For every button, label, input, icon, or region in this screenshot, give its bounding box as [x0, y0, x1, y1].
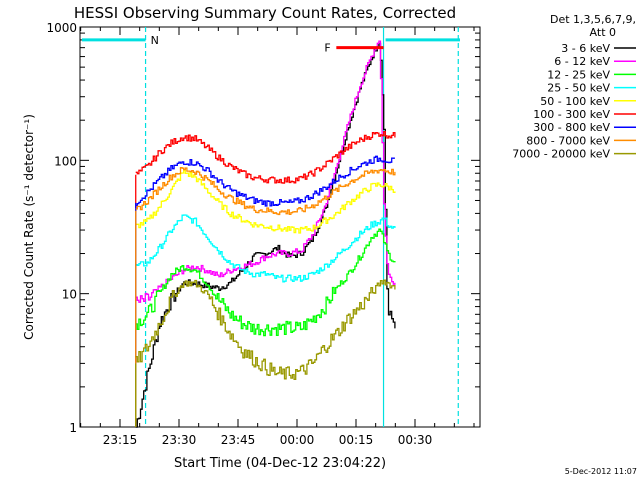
x-tick-labels: 23:15 23:30 23:45 00:00 00:15 00:30: [103, 433, 433, 447]
x-tick-label: 00:00: [280, 433, 315, 447]
series-line: [135, 166, 396, 216]
legend-header-line-1: Det 1,3,5,6,7,9,: [550, 13, 636, 26]
series-line: [135, 279, 396, 380]
date-stamp: 5-Dec-2012 11:07: [565, 467, 637, 476]
legend-header-line-2: Att 0: [590, 26, 616, 39]
y-tick-label: 1000: [46, 21, 77, 35]
flag-label: N: [151, 34, 159, 47]
x-axis-label: Start Time (04-Dec-12 23:04:22): [174, 456, 386, 471]
legend-label: 300 - 800 keV: [533, 121, 610, 134]
series-line: [135, 214, 396, 283]
flag-bars: NF: [82, 34, 460, 55]
legend-label: 6 - 12 keV: [554, 55, 610, 68]
x-tick-label: 00:15: [339, 433, 374, 447]
y-tick-label: 100: [54, 154, 77, 168]
series-line: [135, 155, 395, 207]
x-tick-label: 00:30: [398, 433, 433, 447]
axis-ticks: [80, 27, 480, 428]
legend-label: 100 - 300 keV: [533, 108, 610, 121]
legend-label: 800 - 7000 keV: [526, 134, 610, 147]
legend-label: 7000 - 20000 keV: [512, 148, 610, 161]
y-tick-label: 1: [69, 421, 77, 435]
legend-label: 3 - 6 keV: [561, 42, 610, 55]
time-markers: [144, 27, 459, 427]
series-line: [135, 130, 396, 184]
legend-label: 50 - 100 keV: [540, 95, 610, 108]
y-tick-label: 10: [62, 288, 77, 302]
series-lines: [135, 40, 396, 428]
legend-label: 12 - 25 keV: [547, 68, 610, 81]
x-tick-label: 23:15: [103, 433, 138, 447]
chart-title: HESSI Observing Summary Count Rates, Cor…: [74, 4, 456, 22]
flag-label: F: [324, 42, 330, 55]
series-line: [135, 228, 396, 337]
plot-frame: [79, 26, 481, 428]
legend-label: 25 - 50 keV: [547, 82, 610, 95]
y-axis-label: Corrected Count Rate (s⁻¹ detector⁻¹): [22, 114, 36, 340]
x-tick-label: 23:45: [221, 433, 256, 447]
series-line: [135, 169, 396, 234]
y-tick-labels: 1 10 100 1000: [46, 21, 77, 435]
x-tick-label: 23:30: [162, 433, 197, 447]
